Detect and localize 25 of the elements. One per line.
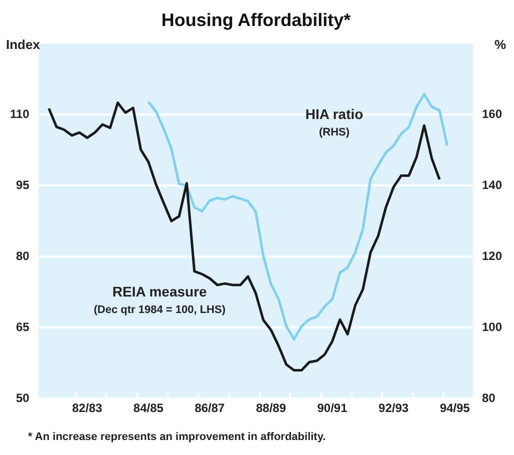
- text: * An increase represents an improvement in affordability.: [28, 431, 326, 444]
- y2-tick-label: 140: [482, 178, 502, 192]
- x-tick-label: 94/95: [440, 401, 470, 416]
- text: HIA ratio: [305, 106, 364, 122]
- y-tick-label: 110: [10, 106, 30, 121]
- annotation: (RHS): [318, 126, 350, 138]
- y2-axis-title: %: [494, 37, 506, 52]
- y-tick-label: 65: [16, 320, 30, 334]
- y2-tick-label: 160: [482, 106, 502, 121]
- x-tick-label: 82/83: [72, 401, 102, 416]
- x-tick-label: 86/87: [194, 401, 226, 416]
- y-axis-title: Index: [6, 37, 41, 52]
- x-tick-label: 88/89: [256, 401, 286, 416]
- series-label: REIA measure: [112, 284, 208, 300]
- y-tick-label: 50: [16, 390, 30, 405]
- y2-tick-label: 100: [482, 320, 502, 334]
- y-tick-label: 80: [16, 248, 30, 263]
- x-tick-label: 90/91: [317, 401, 348, 416]
- x-tick-label: 92/93: [378, 401, 409, 416]
- y2-tick-label: 120: [482, 248, 502, 263]
- annotation: (Dec qtr 1984 = 100, LHS): [94, 304, 226, 316]
- x-tick-label: 84/85: [133, 401, 164, 416]
- chart-title: Housing Affordability*: [161, 10, 351, 30]
- y-tick-label: 95: [16, 178, 30, 192]
- y2-tick-label: 80: [482, 390, 496, 405]
